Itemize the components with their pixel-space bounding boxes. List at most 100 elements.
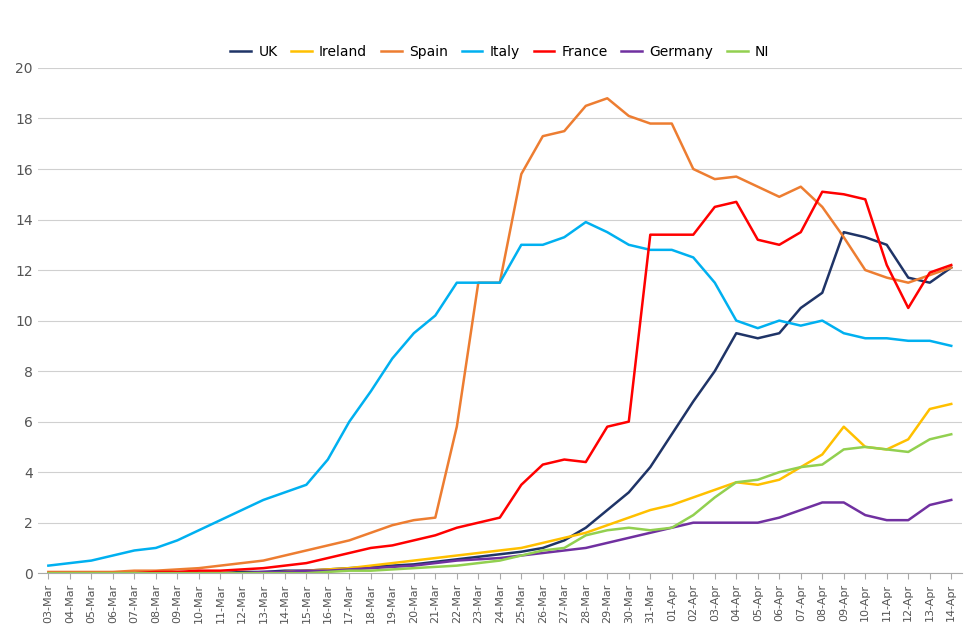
- Germany: [322, 567, 334, 574]
- France: [516, 481, 528, 489]
- Germany: [301, 567, 313, 574]
- UK: [666, 431, 678, 438]
- Spain: [451, 423, 463, 431]
- Italy: [752, 324, 764, 332]
- Ireland: [559, 534, 571, 542]
- NI: [430, 563, 442, 571]
- Spain: [537, 132, 549, 140]
- UK: [946, 263, 957, 271]
- Germany: [107, 569, 119, 577]
- Ireland: [430, 554, 442, 562]
- NI: [365, 567, 377, 574]
- Italy: [473, 279, 485, 286]
- UK: [838, 228, 850, 236]
- France: [795, 228, 807, 236]
- NI: [387, 566, 399, 574]
- France: [344, 549, 356, 557]
- NI: [64, 569, 76, 577]
- France: [473, 519, 485, 526]
- Ireland: [129, 569, 141, 577]
- Germany: [516, 552, 528, 560]
- Germany: [666, 524, 678, 531]
- Spain: [774, 193, 786, 200]
- France: [150, 568, 162, 575]
- Ireland: [838, 423, 850, 431]
- Italy: [946, 342, 957, 350]
- NI: [473, 560, 485, 567]
- Italy: [279, 489, 291, 496]
- Spain: [494, 279, 506, 286]
- France: [774, 241, 786, 249]
- NI: [838, 445, 850, 453]
- Ireland: [236, 569, 248, 577]
- UK: [709, 367, 721, 375]
- UK: [322, 566, 334, 574]
- Germany: [86, 569, 98, 577]
- Germany: [838, 499, 850, 507]
- France: [817, 188, 828, 196]
- Italy: [322, 456, 334, 463]
- NI: [860, 443, 871, 450]
- Spain: [623, 112, 635, 120]
- NI: [666, 524, 678, 531]
- Spain: [881, 274, 893, 281]
- France: [64, 569, 76, 577]
- NI: [193, 569, 205, 577]
- Ireland: [946, 400, 957, 408]
- France: [279, 562, 291, 570]
- Germany: [129, 569, 141, 577]
- France: [215, 567, 227, 574]
- NI: [172, 569, 184, 577]
- Ireland: [322, 566, 334, 574]
- Spain: [42, 568, 54, 575]
- Italy: [107, 552, 119, 560]
- UK: [64, 569, 76, 577]
- Italy: [709, 279, 721, 286]
- NI: [709, 494, 721, 501]
- Ireland: [408, 557, 420, 565]
- Spain: [129, 567, 141, 574]
- Germany: [236, 569, 248, 577]
- Legend: UK, Ireland, Spain, Italy, France, Germany, NI: UK, Ireland, Spain, Italy, France, Germa…: [225, 40, 775, 64]
- NI: [258, 569, 270, 577]
- Ireland: [215, 569, 227, 577]
- Spain: [107, 568, 119, 575]
- NI: [494, 557, 506, 565]
- Italy: [688, 253, 700, 261]
- UK: [387, 562, 399, 570]
- Italy: [301, 481, 313, 489]
- Ireland: [623, 514, 635, 521]
- Spain: [817, 203, 828, 211]
- Germany: [494, 554, 506, 562]
- Germany: [387, 563, 399, 571]
- France: [387, 542, 399, 549]
- UK: [150, 569, 162, 577]
- Spain: [193, 565, 205, 572]
- Italy: [731, 316, 743, 324]
- UK: [731, 329, 743, 337]
- France: [172, 568, 184, 575]
- NI: [322, 568, 334, 575]
- Ireland: [709, 486, 721, 494]
- Ireland: [688, 494, 700, 501]
- Line: Germany: Germany: [48, 500, 952, 573]
- Spain: [215, 562, 227, 570]
- Spain: [150, 567, 162, 574]
- Germany: [688, 519, 700, 526]
- Spain: [236, 560, 248, 567]
- Spain: [279, 552, 291, 560]
- Italy: [215, 516, 227, 524]
- Germany: [645, 529, 657, 537]
- NI: [129, 569, 141, 577]
- Ireland: [193, 569, 205, 577]
- Spain: [709, 175, 721, 183]
- Italy: [193, 526, 205, 534]
- Spain: [387, 521, 399, 529]
- Italy: [645, 246, 657, 254]
- Germany: [408, 562, 420, 570]
- Germany: [752, 519, 764, 526]
- NI: [279, 569, 291, 577]
- UK: [172, 569, 184, 577]
- UK: [365, 563, 377, 571]
- Ireland: [580, 529, 592, 537]
